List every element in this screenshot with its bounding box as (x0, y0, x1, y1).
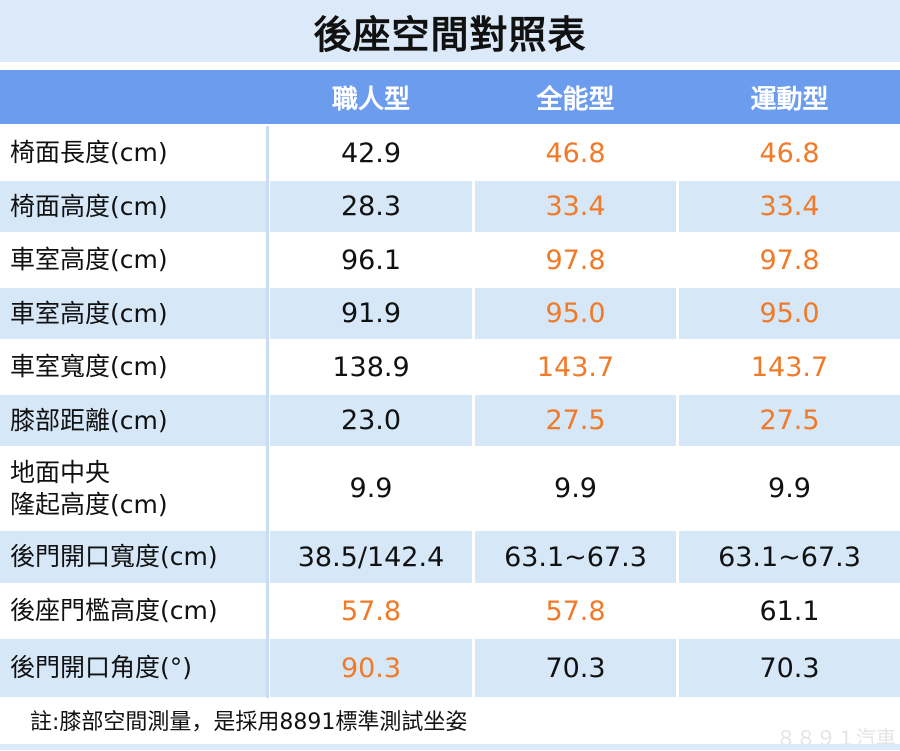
column-header: 職人型 (331, 84, 410, 115)
value-cell: 33.4 (475, 181, 676, 232)
page-title: 後座空間對照表 (313, 12, 587, 57)
value-cell: 23.0 (270, 395, 472, 446)
bottom-border (0, 744, 900, 750)
value-cell: 70.3 (679, 639, 900, 697)
value-cell: 28.3 (270, 181, 472, 232)
table-row: 地面中央 隆起高度(cm) 9.9 9.9 9.9 (0, 447, 900, 530)
value-cell: 90.3 (270, 639, 472, 697)
value-cell: 27.5 (475, 395, 676, 446)
table-row: 後門開口寬度(cm) 38.5/142.4 63.1~67.3 63.1~67.3 (0, 530, 900, 584)
table-header: 職人型 全能型 運動型 (0, 70, 900, 124)
row-label: 車室寬度(cm) (10, 352, 168, 381)
table-row: 椅面長度(cm) 42.9 46.8 46.8 (0, 126, 900, 180)
value-cell: 143.7 (750, 351, 829, 383)
table-row: 椅面高度(cm) 28.3 33.4 33.4 (0, 180, 900, 233)
table-row: 後座門檻高度(cm) 57.8 57.8 61.1 (0, 584, 900, 638)
value-cell: 38.5/142.4 (270, 531, 472, 583)
row-label: 地面中央 隆起高度(cm) (10, 457, 168, 519)
table-row: 後門開口角度(°) 90.3 70.3 70.3 (0, 638, 900, 698)
table-row: 車室高度(cm) 96.1 97.8 97.8 (0, 233, 900, 287)
value-cell: 143.7 (536, 351, 615, 383)
value-cell: 63.1~67.3 (679, 531, 900, 583)
value-cell: 91.9 (270, 288, 472, 339)
value-cell: 57.8 (545, 595, 606, 627)
comparison-table: 椅面長度(cm) 42.9 46.8 46.8 椅面高度(cm) 28.3 33.4 33.4… (0, 126, 900, 698)
value-cell: 96.1 (340, 244, 402, 276)
table-row: 車室高度(cm) 91.9 95.0 95.0 (0, 287, 900, 340)
value-cell: 9.9 (768, 473, 811, 504)
value-cell: 61.1 (759, 595, 820, 627)
value-cell: 95.0 (679, 288, 900, 339)
value-cell: 70.3 (475, 639, 676, 697)
row-label: 後門開口寬度(cm) (0, 531, 266, 583)
value-cell: 9.9 (554, 473, 597, 504)
value-cell: 9.9 (349, 473, 393, 504)
footnote: 註:膝部空間測量，是採用8891標準測試坐姿 (30, 710, 468, 735)
value-cell: 138.9 (332, 351, 410, 383)
value-cell: 63.1~67.3 (475, 531, 676, 583)
row-label: 車室高度(cm) (10, 245, 168, 274)
row-label: 後座門檻高度(cm) (10, 596, 218, 625)
value-cell: 42.9 (340, 137, 402, 169)
column-header: 全能型 (536, 84, 615, 115)
row-label: 椅面長度(cm) (10, 138, 168, 167)
value-cell: 95.0 (475, 288, 676, 339)
value-cell: 97.8 (759, 244, 820, 276)
value-cell: 46.8 (545, 137, 606, 169)
row-label: 椅面高度(cm) (0, 181, 266, 232)
column-header: 運動型 (750, 84, 829, 115)
value-cell: 57.8 (340, 595, 402, 627)
title-band: 後座空間對照表 (0, 0, 900, 62)
table-row: 膝部距離(cm) 23.0 27.5 27.5 (0, 394, 900, 447)
row-label: 膝部距離(cm) (0, 395, 266, 446)
row-label: 車室高度(cm) (0, 288, 266, 339)
value-cell: 97.8 (545, 244, 606, 276)
column-divider (266, 126, 269, 698)
value-cell: 33.4 (679, 181, 900, 232)
value-cell: 27.5 (679, 395, 900, 446)
table-row: 車室寬度(cm) 138.9 143.7 143.7 (0, 340, 900, 394)
value-cell: 46.8 (759, 137, 820, 169)
row-label: 後門開口角度(°) (0, 639, 266, 697)
